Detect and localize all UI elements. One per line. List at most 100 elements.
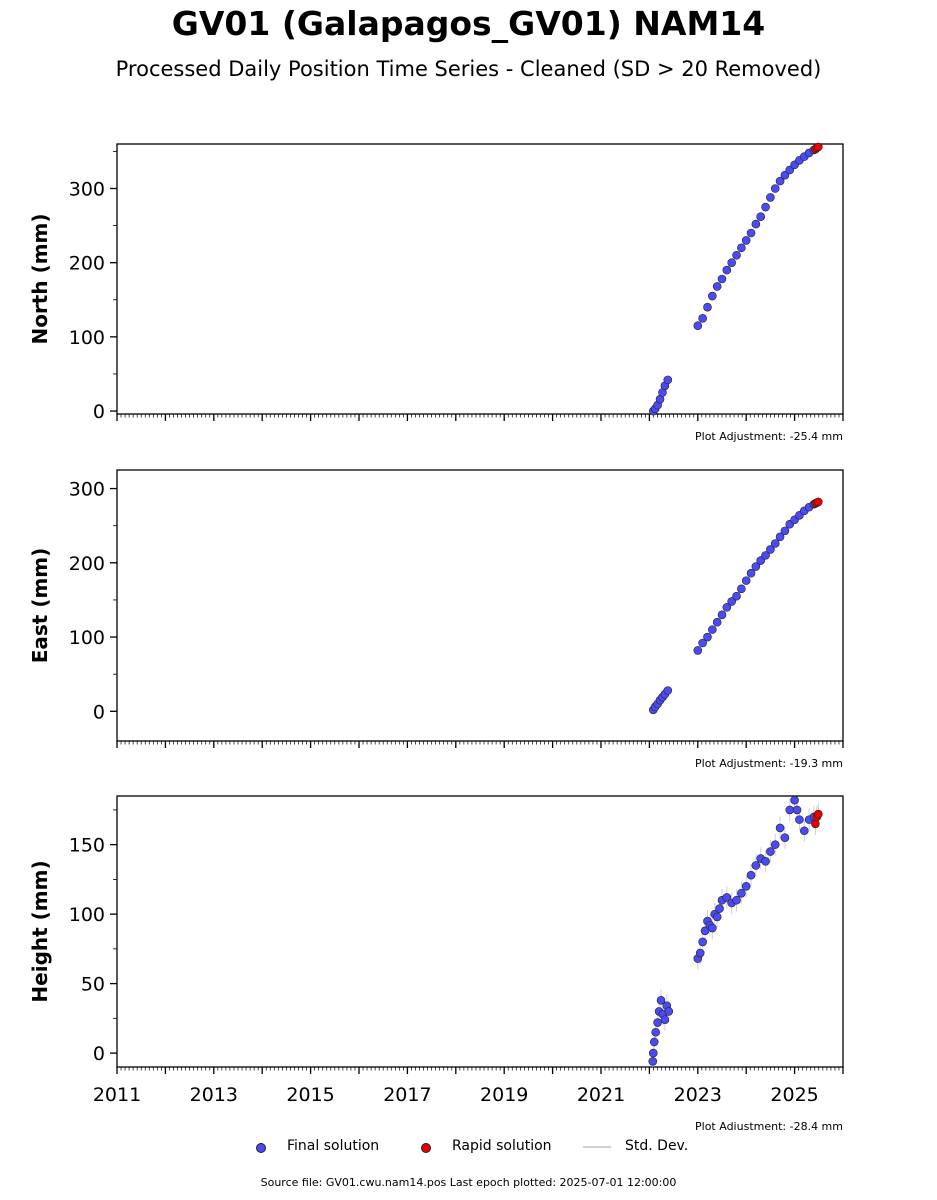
east-final-point bbox=[737, 584, 746, 594]
north-final-point bbox=[751, 219, 761, 229]
height-final-point bbox=[698, 937, 707, 947]
source-footer: Source file: GV01.cwu.nam14.pos Last epo… bbox=[260, 1176, 677, 1189]
height-plot-frame bbox=[116, 795, 844, 1068]
north-plot-frame bbox=[116, 143, 844, 415]
north-final-point bbox=[722, 265, 732, 275]
east-y-tick-label: 0 bbox=[93, 701, 105, 723]
height-final-point bbox=[664, 1007, 674, 1016]
east-final-point bbox=[703, 632, 712, 642]
east-y-tick-label: 300 bbox=[69, 479, 105, 501]
north-final-point bbox=[708, 291, 717, 301]
height-final-point bbox=[766, 847, 775, 856]
north-final-point bbox=[775, 176, 785, 186]
east-final-point bbox=[663, 686, 673, 695]
height-final-point bbox=[653, 1018, 662, 1027]
east-final-point bbox=[717, 610, 727, 620]
height-final-point bbox=[656, 995, 666, 1005]
north-rapid-point bbox=[814, 142, 823, 152]
east-y-tick-label: 100 bbox=[69, 627, 105, 649]
height-final-point bbox=[737, 888, 746, 898]
east-final-point bbox=[761, 551, 770, 560]
height-final-point bbox=[722, 893, 732, 902]
north-final-point bbox=[717, 274, 727, 284]
height-y-tick-label: 0 bbox=[93, 1043, 105, 1065]
height-final-point bbox=[795, 815, 804, 824]
height-final-point bbox=[732, 895, 741, 905]
height-final-point bbox=[649, 1037, 659, 1047]
north-final-point bbox=[756, 212, 766, 221]
north-y-tick-label: 300 bbox=[69, 179, 105, 201]
legend-final-label: Final solution bbox=[287, 1138, 380, 1154]
std-line-icon bbox=[583, 1146, 611, 1148]
height-final-point bbox=[746, 870, 756, 880]
north-final-point bbox=[746, 228, 756, 238]
height-final-point bbox=[651, 1027, 660, 1037]
north-final-point bbox=[693, 321, 703, 331]
height-final-point bbox=[785, 805, 795, 815]
east-final-point bbox=[732, 591, 741, 601]
east-final-point bbox=[766, 545, 775, 554]
north-final-point bbox=[703, 302, 712, 312]
height-x-tick-label: 2025 bbox=[770, 1084, 818, 1106]
height-x-tick-label: 2015 bbox=[286, 1084, 334, 1106]
height-rapid-point bbox=[811, 819, 820, 829]
height-x-tick-label: 2011 bbox=[93, 1084, 141, 1106]
north-final-point bbox=[663, 375, 673, 385]
height-final-point bbox=[751, 861, 761, 870]
east-final-point bbox=[775, 532, 785, 542]
page-subtitle: Processed Daily Position Time Series - C… bbox=[115, 57, 822, 81]
page-title: GV01 (Galapagos_GV01) NAM14 bbox=[171, 4, 766, 43]
east-final-point bbox=[693, 646, 703, 655]
height-final-point bbox=[790, 795, 799, 805]
north-final-point bbox=[770, 184, 780, 193]
height-final-point bbox=[712, 912, 722, 922]
height-final-point bbox=[770, 840, 780, 849]
height-final-point bbox=[715, 904, 724, 913]
height-final-point bbox=[761, 857, 770, 866]
final-marker-icon bbox=[256, 1143, 266, 1153]
rapid-marker-icon bbox=[421, 1143, 431, 1153]
north-final-point bbox=[761, 202, 770, 212]
legend: Final solution Rapid solution Std. Dev. bbox=[0, 1137, 937, 1159]
legend-std-label: Std. Dev. bbox=[625, 1138, 689, 1154]
north-y-tick-label: 0 bbox=[93, 401, 105, 423]
east-final-point bbox=[780, 526, 790, 536]
east-final-point bbox=[698, 638, 707, 648]
height-final-point bbox=[695, 948, 705, 958]
height-final-point bbox=[648, 1048, 658, 1058]
north-plot-adjustment: Plot Adjustment: -25.4 mm bbox=[695, 430, 843, 443]
height-final-point bbox=[648, 1057, 658, 1066]
height-plot-adjustment: Plot Adjustment: -28.4 mm bbox=[695, 1120, 843, 1130]
east-final-point bbox=[746, 568, 756, 578]
east-rapid-point bbox=[814, 497, 823, 507]
east-final-point bbox=[751, 562, 761, 571]
east-y-axis-title: East (mm) bbox=[28, 548, 52, 664]
north-final-point bbox=[766, 193, 775, 202]
height-y-tick-label: 100 bbox=[69, 904, 105, 926]
north-final-point bbox=[732, 250, 741, 260]
east-plot-adjustment: Plot Adjustment: -19.3 mm bbox=[695, 757, 843, 770]
height-rapid-point bbox=[814, 809, 823, 819]
height-x-tick-label: 2021 bbox=[577, 1084, 625, 1106]
height-final-point bbox=[660, 1015, 670, 1025]
north-y-axis-title: North (mm) bbox=[28, 213, 52, 344]
east-final-point bbox=[708, 625, 717, 634]
height-x-tick-label: 2023 bbox=[674, 1084, 722, 1106]
height-final-point bbox=[775, 823, 785, 833]
east-final-point bbox=[712, 617, 722, 627]
height-final-point bbox=[799, 826, 809, 836]
east-y-tick-label: 200 bbox=[69, 553, 105, 575]
height-final-point bbox=[792, 805, 802, 815]
height-x-tick-label: 2013 bbox=[190, 1084, 238, 1106]
height-final-point bbox=[741, 882, 751, 891]
north-y-tick-label: 200 bbox=[69, 253, 105, 275]
north-final-point bbox=[741, 236, 751, 245]
chart-area: 0 100 200 300 North (mm) Plot Adjustment: -25… bbox=[28, 142, 844, 1130]
height-final-point bbox=[780, 833, 790, 842]
north-final-point bbox=[727, 258, 736, 267]
height-y-axis-title: Height (mm) bbox=[28, 860, 52, 1002]
east-final-point bbox=[741, 576, 751, 585]
east-final-point bbox=[770, 539, 780, 548]
height-y-tick-label: 50 bbox=[81, 974, 105, 996]
height-x-tick-label: 2019 bbox=[480, 1084, 528, 1106]
